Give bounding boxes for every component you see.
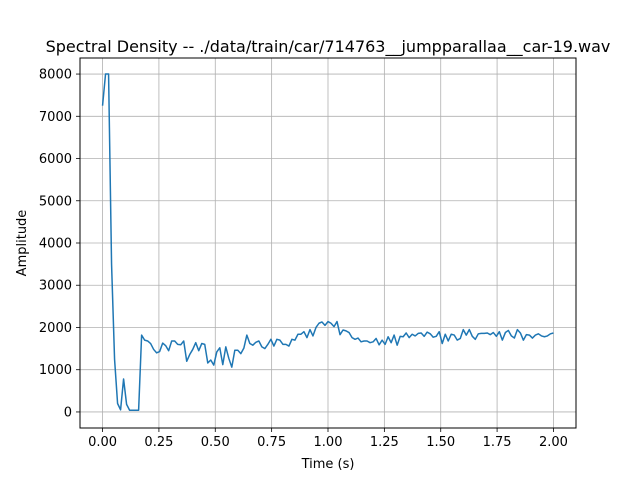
plot-frame: [79, 57, 577, 429]
x-tick-label: 1.00: [314, 435, 343, 450]
x-ticks: 0.00 0.25 0.50 0.75 1.00 1.25 1.50 1.75 2.00: [88, 428, 568, 450]
y-tick-label: 5000: [39, 194, 72, 209]
x-tick-label: 0.00: [88, 435, 117, 450]
grid-lines: [80, 58, 576, 428]
x-tick-label: 0.75: [257, 435, 286, 450]
y-tick-label: 4000: [39, 237, 72, 252]
y-tick-label: 8000: [39, 68, 72, 83]
y-tick-label: 7000: [39, 110, 72, 125]
x-tick-label: 1.75: [483, 435, 512, 450]
y-tick-label: 3000: [39, 279, 72, 294]
y-tick-label: 6000: [39, 152, 72, 167]
y-tick-label: 2000: [39, 321, 72, 336]
spectral-density-line: [101, 73, 554, 412]
y-ticks: 0 1000 2000 3000 4000 5000 6000 7000 8000: [39, 68, 80, 420]
x-tick-label: 0.50: [201, 435, 230, 450]
x-axis-label: Time (s): [301, 457, 355, 472]
y-tick-label: 0: [64, 405, 72, 420]
x-tick-label: 1.50: [426, 435, 455, 450]
chart-title: Spectral Density -- ./data/train/car/714…: [46, 37, 611, 57]
y-axis-label: Amplitude: [15, 210, 30, 277]
x-tick-label: 0.25: [144, 435, 173, 450]
y-tick-label: 1000: [39, 363, 72, 378]
x-tick-label: 2.00: [539, 435, 568, 450]
x-tick-label: 1.25: [370, 435, 399, 450]
